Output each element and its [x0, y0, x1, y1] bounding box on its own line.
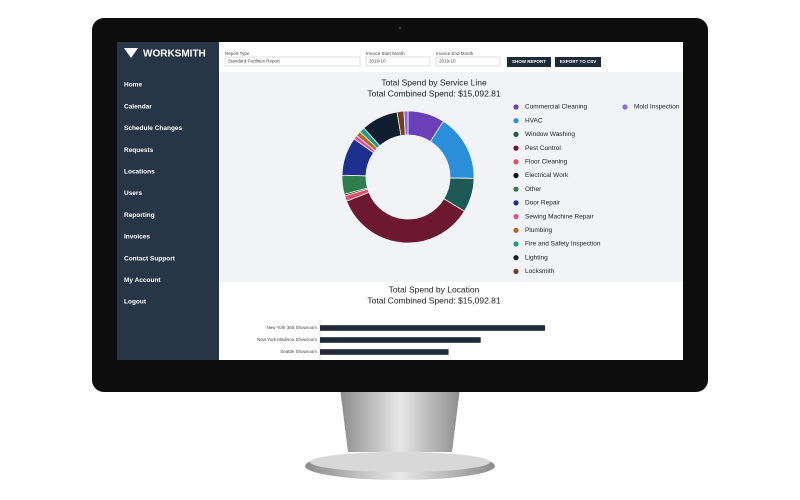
filter-label: Invoice End Month: [436, 51, 474, 56]
nav-item[interactable]: Logout: [124, 299, 147, 306]
legend-label: Other: [525, 186, 542, 193]
chart-title: Total Spend by Location: [389, 284, 480, 294]
select-value: Standard Facilities Report: [228, 59, 281, 64]
bar-panel: [219, 282, 683, 360]
nav-item[interactable]: My Account: [124, 277, 161, 284]
nav-item[interactable]: Contact Support: [124, 255, 176, 262]
bar: [320, 337, 481, 343]
legend-swatch: [513, 200, 519, 206]
bar: [320, 325, 545, 331]
legend-swatch: [513, 172, 519, 179]
legend-swatch: [513, 131, 519, 137]
legend-label: Fire and Safety Inspection: [525, 241, 601, 248]
chart-subtitle: Total Combined Spend: $15,092.81: [367, 88, 501, 98]
legend-swatch: [622, 104, 628, 110]
legend-swatch: [513, 227, 519, 233]
export-button[interactable]: [555, 57, 601, 67]
nav-item[interactable]: Invoices: [124, 234, 150, 241]
end-month-input[interactable]: [435, 56, 501, 67]
input-value: 2019-10: [439, 59, 456, 64]
legend-label: Pest Control: [525, 145, 561, 152]
nav-item[interactable]: Schedule Changes: [124, 125, 183, 132]
legend-label: Commercial Cleaning: [525, 104, 588, 111]
bar-label: New York 365 Showroom: [266, 325, 317, 330]
legend-label: Sewing Machine Repair: [525, 213, 594, 220]
monitor-base-top: [310, 452, 490, 472]
legend-label: Lighting: [525, 254, 548, 261]
legend-swatch: [513, 241, 519, 247]
legend-label: Door Repair: [525, 200, 561, 207]
legend-swatch: [513, 268, 519, 274]
filter-label: Invoice Start Month: [366, 51, 405, 56]
legend-label: Plumbing: [525, 227, 552, 234]
monitor-stand: [340, 388, 460, 452]
chart-title: Total Spend by Service Line: [381, 77, 487, 87]
legend-swatch: [513, 145, 519, 151]
legend-label: Window Washing: [525, 131, 575, 138]
camera: [398, 26, 402, 30]
report-type-select[interactable]: [224, 56, 361, 67]
legend-label: Floor Cleaning: [525, 159, 568, 166]
nav-item[interactable]: Requests: [124, 147, 154, 154]
legend-swatch: [513, 104, 519, 110]
bar-label: New York Madison Showroom: [257, 337, 317, 342]
bar-label: Seattle Showroom: [280, 349, 317, 354]
donut-slice: [403, 110, 409, 136]
nav-item[interactable]: Reporting: [124, 212, 155, 219]
nav-item[interactable]: Locations: [124, 169, 155, 176]
legend-swatch: [513, 186, 519, 192]
nav-item[interactable]: Home: [124, 82, 142, 89]
input-value: 2019-10: [369, 59, 386, 64]
chart-subtitle: Total Combined Spend: $15,092.81: [367, 295, 501, 305]
filter-label: Report Type: [225, 51, 250, 56]
button-label: SHOW REPORT: [512, 59, 546, 64]
legend-swatch: [513, 214, 519, 220]
nav-item[interactable]: Calendar: [124, 103, 152, 110]
legend-label: Electrical Work: [525, 172, 569, 179]
bar: [320, 349, 449, 355]
logo-icon: [124, 48, 138, 58]
start-month-input[interactable]: [365, 56, 431, 67]
legend-label: Mold Inspection: [634, 104, 680, 111]
legend-swatch: [513, 159, 519, 165]
legend-swatch: [513, 255, 519, 261]
legend-label: Locksmith: [525, 268, 555, 275]
nav-item[interactable]: Users: [124, 190, 142, 197]
show-report-button[interactable]: [507, 57, 551, 67]
brand: WORKSMITH: [143, 49, 206, 60]
button-label: EXPORT TO CSV: [560, 59, 596, 64]
sidebar: [117, 42, 219, 360]
legend-swatch: [513, 118, 519, 124]
legend-label: HVAC: [525, 117, 543, 124]
